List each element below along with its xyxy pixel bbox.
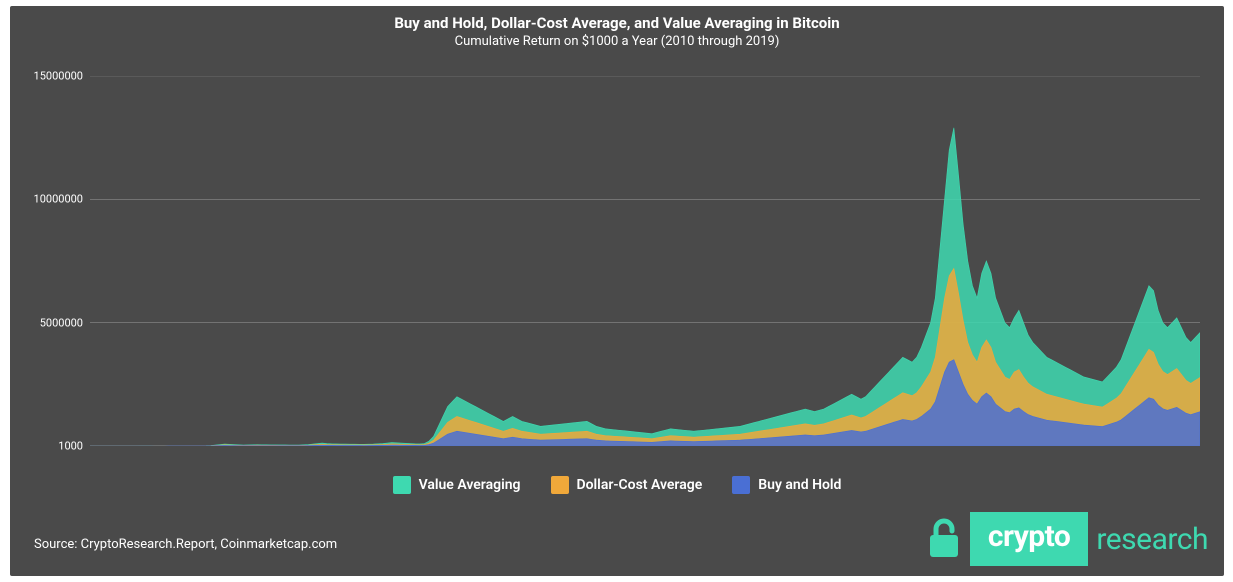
y-axis-tick-label: 10000000 xyxy=(28,193,83,206)
chart-container: Buy and Hold, Dollar-Cost Average, and V… xyxy=(10,6,1224,576)
chart-svg xyxy=(90,76,1200,446)
source-text: Source: CryptoResearch.Report, Coinmarke… xyxy=(34,537,337,552)
legend-item: Value Averaging xyxy=(393,476,521,494)
legend-swatch xyxy=(551,476,569,494)
legend: Value Averaging Dollar-Cost Average Buy an… xyxy=(10,476,1224,494)
y-axis-tick-label: 1000 xyxy=(28,440,83,453)
brand-logo: crypto research xyxy=(926,512,1208,566)
legend-label: Dollar-Cost Average xyxy=(577,477,703,493)
plot-area xyxy=(90,76,1200,446)
legend-swatch xyxy=(393,476,411,494)
legend-item: Buy and Hold xyxy=(732,476,841,494)
y-axis-tick-label: 15000000 xyxy=(28,70,83,83)
legend-label: Buy and Hold xyxy=(758,477,841,493)
brand-primary: crypto xyxy=(970,512,1089,566)
chart-titles: Buy and Hold, Dollar-Cost Average, and V… xyxy=(10,6,1224,49)
legend-item: Dollar-Cost Average xyxy=(551,476,703,494)
chart-subtitle: Cumulative Return on $1000 a Year (2010 … xyxy=(10,34,1224,49)
brand-secondary: research xyxy=(1096,522,1208,557)
legend-label: Value Averaging xyxy=(419,477,521,493)
chart-title: Buy and Hold, Dollar-Cost Average, and V… xyxy=(10,14,1224,32)
lock-icon xyxy=(926,517,962,561)
y-axis-tick-label: 5000000 xyxy=(28,316,83,329)
legend-swatch xyxy=(732,476,750,494)
